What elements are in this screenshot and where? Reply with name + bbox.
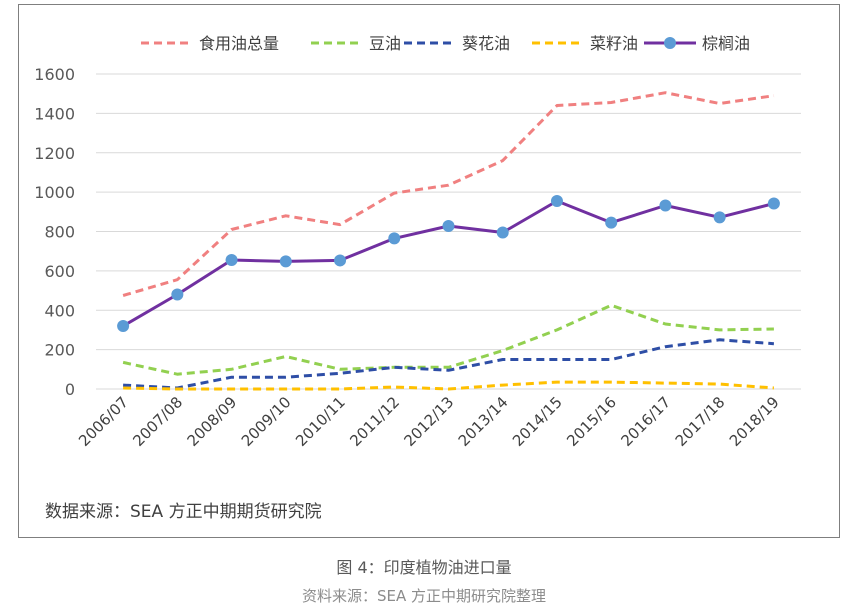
legend-label: 菜籽油 — [590, 34, 638, 53]
figure-caption: 图 4：印度植物油进口量 — [336, 558, 512, 577]
legend: 食用油总量 豆油 葵花油 菜籽油 棕榈油 — [141, 34, 750, 53]
data-point — [767, 197, 780, 210]
series-line — [122, 199, 775, 328]
y-tick-label: 1200 — [34, 144, 75, 163]
x-tick-label: 2015/16 — [563, 393, 620, 450]
series-group — [117, 91, 780, 391]
y-tick-label: 1000 — [34, 183, 75, 202]
series-line — [123, 338, 775, 390]
data-point — [713, 211, 726, 224]
y-tick-label: 200 — [44, 341, 75, 360]
legend-marker — [664, 37, 676, 49]
data-point — [225, 254, 238, 267]
legend-label: 豆油 — [369, 34, 401, 53]
chart-source-note: 数据来源：SEA 方正中期期货研究院 — [45, 502, 322, 522]
data-point — [659, 199, 672, 212]
x-tick-label: 2011/12 — [346, 393, 403, 450]
data-point — [334, 254, 347, 267]
x-tick-label: 2016/17 — [617, 393, 674, 450]
x-axis-ticks: 2006/072007/082008/092009/102010/112011/… — [75, 393, 783, 450]
x-tick-label: 2008/09 — [184, 393, 241, 450]
data-point — [550, 194, 563, 207]
x-tick-label: 2018/19 — [726, 393, 783, 450]
series-line — [122, 91, 775, 297]
y-tick-label: 400 — [44, 301, 75, 320]
data-point — [388, 232, 401, 245]
data-point — [496, 226, 509, 239]
source-caption: 资料来源：SEA 方正中期研究院整理 — [301, 587, 547, 605]
y-tick-label: 0 — [65, 380, 75, 399]
x-tick-label: 2017/18 — [672, 393, 729, 450]
series-line — [123, 380, 775, 391]
series-line — [122, 303, 774, 376]
legend-label: 棕榈油 — [702, 34, 750, 53]
y-tick-label: 800 — [44, 223, 75, 242]
y-tick-label: 600 — [44, 262, 75, 281]
y-axis-ticks: 0 200 400 600 800 1000 1200 1400 1600 — [34, 65, 75, 399]
x-tick-label: 2012/13 — [401, 393, 458, 450]
data-point — [117, 320, 130, 332]
x-tick-label: 2013/14 — [455, 393, 512, 450]
x-tick-label: 2007/08 — [129, 393, 186, 450]
data-point — [605, 216, 618, 229]
x-tick-label: 2010/11 — [292, 393, 349, 450]
x-tick-label: 2014/15 — [509, 393, 566, 450]
data-point — [442, 219, 455, 232]
x-tick-label: 2006/07 — [75, 393, 132, 450]
y-tick-label: 1600 — [34, 65, 75, 84]
legend-label: 食用油总量 — [199, 34, 279, 53]
chart-frame: 0 200 400 600 800 1000 1200 1400 1600 2006/07 200… — [18, 4, 840, 538]
data-point — [171, 288, 184, 301]
legend-label: 葵花油 — [462, 34, 510, 53]
y-tick-label: 1400 — [34, 104, 75, 123]
x-tick-label: 2009/10 — [238, 393, 295, 450]
data-point — [279, 255, 292, 268]
